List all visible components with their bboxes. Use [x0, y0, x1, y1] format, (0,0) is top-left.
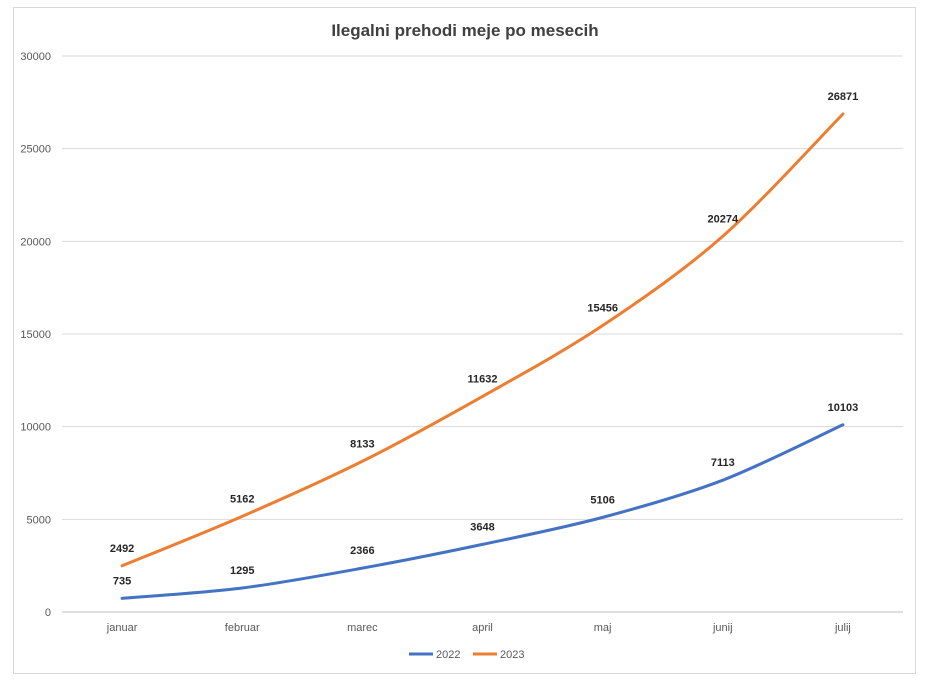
data-label: 5162	[230, 493, 254, 505]
data-label: 15456	[587, 303, 618, 315]
x-tick-label: junij	[712, 622, 733, 634]
legend: 2022 2023	[409, 649, 524, 661]
y-tick-label: 25000	[20, 144, 51, 156]
gridlines	[62, 55, 903, 613]
data-label: 2366	[350, 545, 374, 557]
data-label: 735	[113, 575, 131, 587]
chart-frame	[13, 7, 916, 674]
x-tick-label: april	[472, 622, 493, 634]
y-axis: 0 5000 10000 15000 20000 25000 30000	[20, 51, 51, 619]
chart-title: Ilegalni prehodi meje po mesecih	[331, 21, 598, 40]
y-tick-label: 20000	[20, 236, 51, 248]
data-label: 20274	[707, 213, 738, 225]
data-label: 26871	[828, 91, 859, 103]
data-labels: 735 1295 2366 3648 5106 7113 10103 2492 5162 8133…	[110, 91, 858, 587]
data-label: 5106	[590, 494, 614, 506]
data-label: 1295	[230, 565, 254, 577]
x-tick-label: januar	[106, 622, 138, 634]
series-line-2022	[120, 423, 845, 600]
series-line-2023	[120, 112, 845, 568]
legend-label: 2023	[500, 649, 524, 661]
y-tick-label: 15000	[20, 329, 51, 341]
data-label: 8133	[350, 438, 374, 450]
y-tick-label: 5000	[27, 514, 51, 526]
x-tick-label: februar	[225, 622, 260, 634]
x-tick-label: marec	[347, 622, 378, 634]
x-axis: januar februar marec april maj junij julij	[106, 622, 851, 634]
y-tick-label: 10000	[20, 422, 51, 434]
data-label: 3648	[470, 521, 494, 533]
data-label: 11632	[468, 373, 498, 385]
data-label: 10103	[828, 402, 859, 414]
y-tick-label: 0	[45, 607, 51, 619]
data-label: 2492	[110, 543, 134, 555]
y-tick-label: 30000	[20, 51, 51, 63]
legend-label: 2022	[436, 649, 460, 661]
x-tick-label: maj	[594, 622, 612, 634]
series-lines	[120, 112, 845, 600]
x-tick-label: julij	[834, 622, 851, 634]
data-label: 7113	[711, 457, 735, 469]
